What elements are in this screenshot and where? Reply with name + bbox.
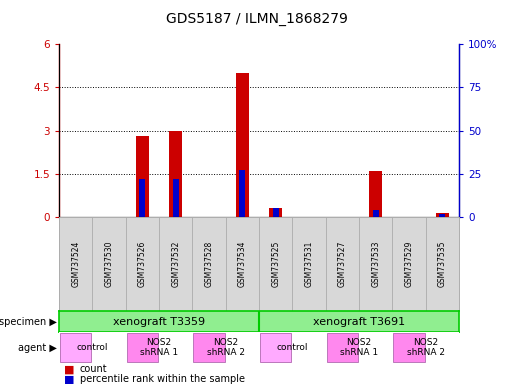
Bar — [159, 217, 192, 311]
Bar — [259, 217, 292, 311]
Bar — [359, 217, 392, 311]
Text: GSM737524: GSM737524 — [71, 241, 80, 287]
Text: GSM737529: GSM737529 — [405, 241, 413, 287]
Text: control: control — [277, 343, 308, 352]
Bar — [260, 333, 291, 362]
Text: count: count — [80, 364, 107, 374]
Text: NOS2
shRNA 1: NOS2 shRNA 1 — [340, 338, 378, 357]
Text: NOS2
shRNA 1: NOS2 shRNA 1 — [140, 338, 178, 357]
Bar — [273, 209, 279, 217]
Bar — [59, 217, 92, 311]
Bar — [240, 170, 245, 217]
Text: ■: ■ — [64, 364, 74, 374]
Bar — [440, 214, 445, 217]
Bar — [292, 217, 326, 311]
Bar — [436, 213, 449, 217]
Bar — [140, 179, 145, 217]
Text: percentile rank within the sample: percentile rank within the sample — [80, 374, 245, 384]
Text: xenograft T3691: xenograft T3691 — [313, 316, 405, 327]
Bar — [126, 217, 159, 311]
Bar — [92, 217, 126, 311]
Bar — [136, 136, 149, 217]
Bar — [226, 217, 259, 311]
Text: GSM737531: GSM737531 — [305, 241, 313, 287]
Text: GSM737525: GSM737525 — [271, 241, 280, 287]
Bar — [127, 333, 158, 362]
Bar — [193, 333, 225, 362]
Bar — [269, 209, 282, 217]
Text: GDS5187 / ILMN_1868279: GDS5187 / ILMN_1868279 — [166, 12, 347, 25]
Bar — [236, 73, 249, 217]
Bar — [369, 171, 382, 217]
Text: specimen ▶: specimen ▶ — [0, 316, 56, 327]
Text: control: control — [76, 343, 108, 352]
Text: GSM737527: GSM737527 — [338, 241, 347, 287]
Bar — [373, 210, 379, 217]
Text: NOS2
shRNA 2: NOS2 shRNA 2 — [407, 338, 445, 357]
Bar — [392, 217, 426, 311]
Text: NOS2
shRNA 2: NOS2 shRNA 2 — [207, 338, 245, 357]
Text: GSM737528: GSM737528 — [205, 241, 213, 287]
Text: GSM737530: GSM737530 — [105, 241, 113, 287]
Bar — [173, 179, 179, 217]
Text: xenograft T3359: xenograft T3359 — [113, 316, 205, 327]
Bar — [60, 333, 91, 362]
Bar — [426, 217, 459, 311]
Bar — [327, 333, 358, 362]
Bar — [169, 131, 182, 217]
Text: GSM737533: GSM737533 — [371, 241, 380, 287]
Text: ■: ■ — [64, 374, 74, 384]
Text: GSM737532: GSM737532 — [171, 241, 180, 287]
Bar — [192, 217, 226, 311]
Text: GSM737526: GSM737526 — [138, 241, 147, 287]
Text: GSM737535: GSM737535 — [438, 241, 447, 287]
Bar — [326, 217, 359, 311]
Text: agent ▶: agent ▶ — [17, 343, 56, 353]
Bar — [393, 333, 425, 362]
Text: GSM737534: GSM737534 — [238, 241, 247, 287]
